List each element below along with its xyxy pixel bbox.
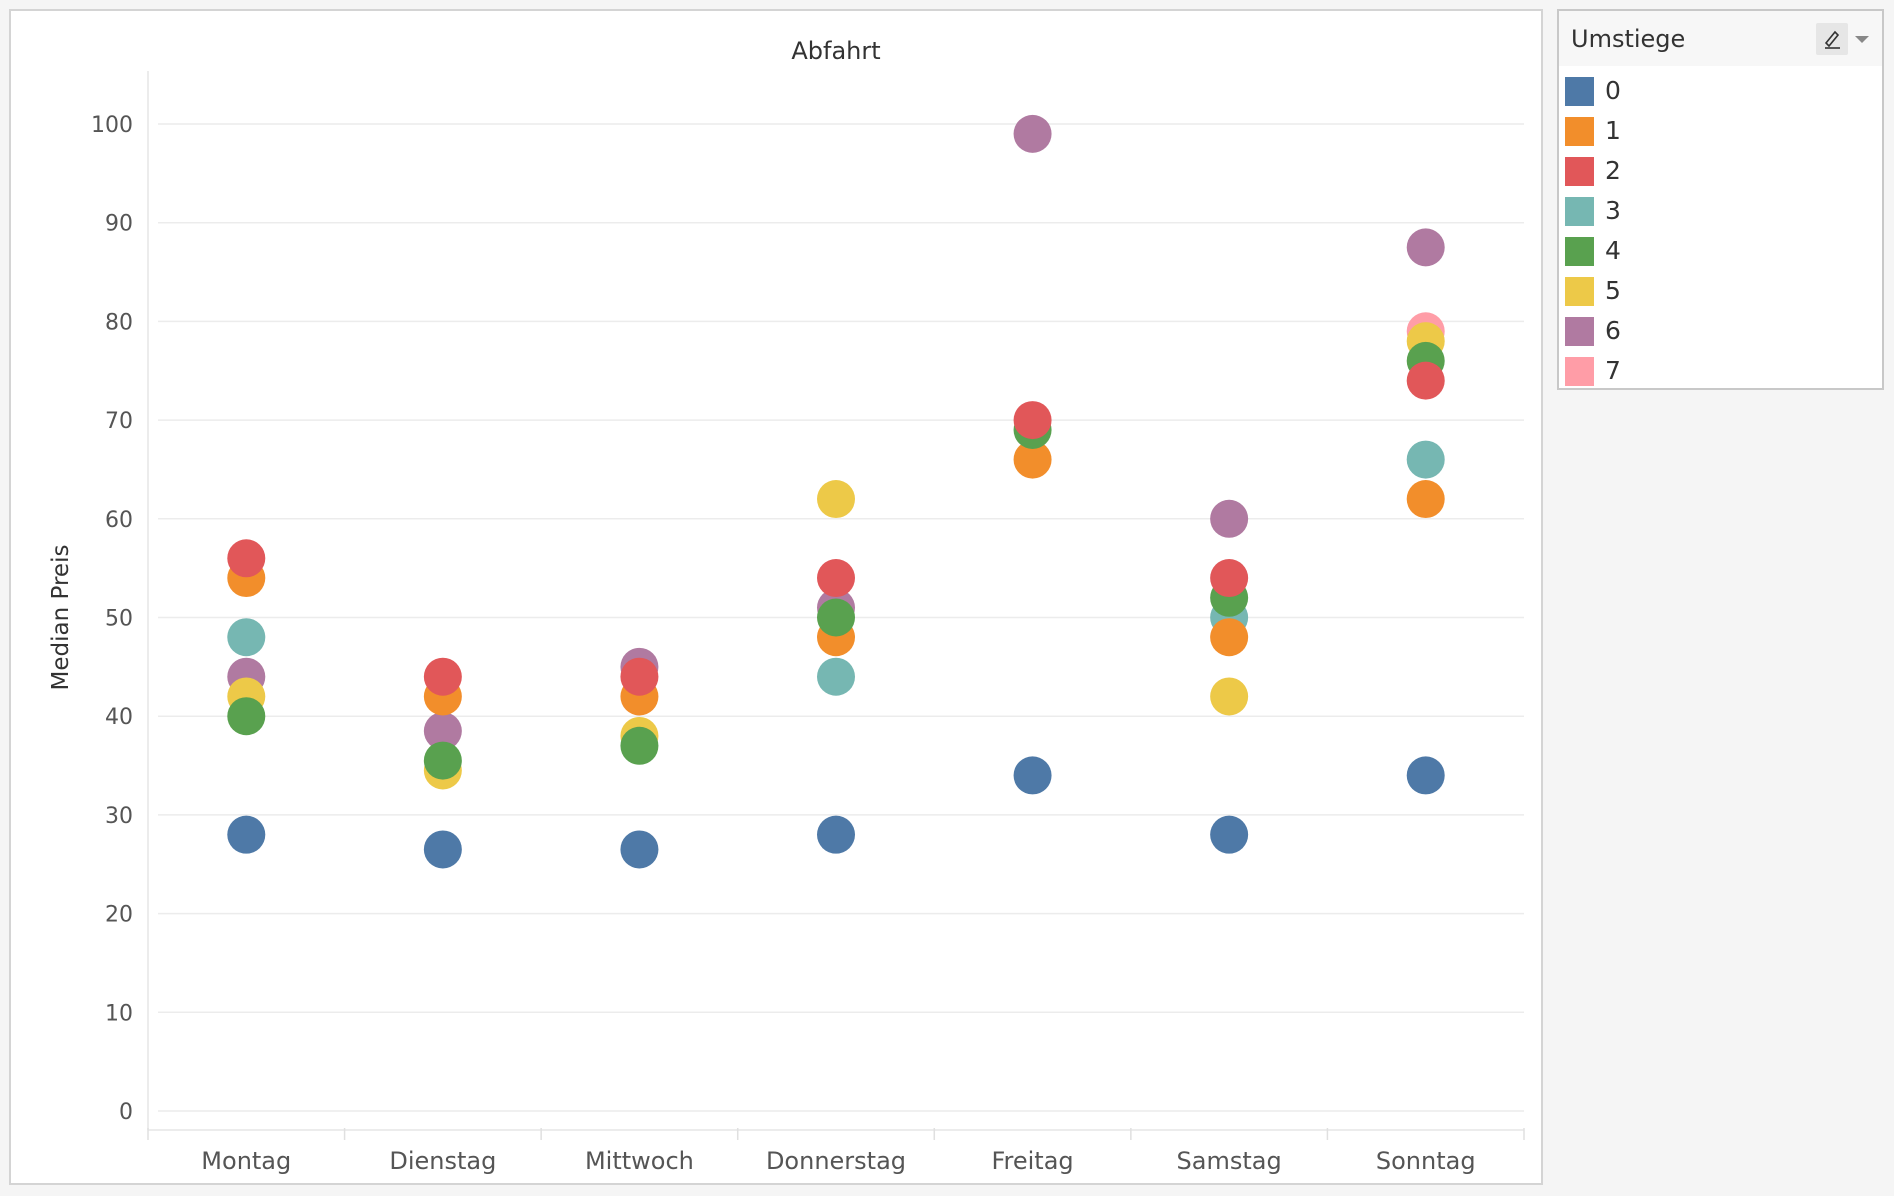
data-point[interactable] [227,697,266,736]
y-tick-label: 80 [105,310,133,335]
y-tick-label: 90 [105,212,133,237]
legend-item[interactable]: 5 [1559,273,1882,313]
data-point[interactable] [620,830,659,869]
data-point[interactable] [620,726,659,765]
y-tick-label: 60 [105,508,133,533]
legend-item[interactable]: 0 [1559,73,1882,113]
data-point[interactable] [423,712,462,751]
legend-item[interactable]: 1 [1559,113,1882,153]
data-point[interactable] [817,480,855,519]
legend-item[interactable]: 4 [1559,233,1882,273]
scatter-chart: Abfahrt Median Preis 0 10 20 30 40 50 60 70 80 90 10… [48,37,1525,1175]
y-tick-label: 100 [91,113,133,138]
data-point[interactable] [1013,756,1052,795]
data-point[interactable] [423,830,462,869]
y-tick-label: 10 [105,1001,133,1026]
legend-swatch [1565,237,1594,266]
legend-label: 1 [1605,116,1621,145]
legend-items: 0 1 2 3 4 5 6 7 [1559,73,1882,393]
x-tick-label: Mittwoch [585,1147,694,1175]
legend-label: 6 [1605,316,1621,345]
legend-label: 5 [1605,276,1621,305]
legend-swatch [1565,317,1594,346]
chart-title: Abfahrt [791,37,880,65]
legend-swatch [1565,117,1594,146]
legend-label: 7 [1605,356,1621,385]
legend-header: Umstiege [1559,11,1882,66]
legend-item[interactable]: 7 [1559,353,1882,393]
chart-panel: Abfahrt Median Preis 0 10 20 30 40 50 60 70 80 90 10… [9,9,1543,1185]
x-tick-label: Freitag [991,1147,1073,1175]
legend-label: 0 [1605,76,1621,105]
legend-swatch [1565,77,1594,106]
data-point[interactable] [1210,815,1249,854]
data-point[interactable] [1406,361,1445,400]
y-tick-label: 20 [105,903,133,928]
data-point[interactable] [1210,677,1249,716]
data-point[interactable] [1406,440,1445,479]
legend-item[interactable]: 6 [1559,313,1882,353]
data-point[interactable] [1210,559,1249,598]
data-point[interactable] [817,815,855,854]
data-point[interactable] [227,618,266,657]
data-point[interactable] [817,559,855,598]
legend-swatch [1565,157,1594,186]
data-point[interactable] [227,539,266,578]
data-point[interactable] [1406,480,1445,519]
data-point[interactable] [1013,114,1052,153]
data-point[interactable] [1013,440,1052,479]
data-point[interactable] [817,657,855,696]
legend-label: 2 [1605,156,1621,185]
x-tick-label: Donnerstag [766,1147,906,1175]
data-point[interactable] [1210,499,1249,538]
y-axis-label: Median Preis [48,545,74,691]
y-tick-label: 70 [105,409,133,434]
data-point[interactable] [620,657,659,696]
legend-item[interactable]: 3 [1559,193,1882,233]
legend-swatch [1565,197,1594,226]
y-tick-label: 30 [105,804,133,829]
chevron-down-icon[interactable] [1855,36,1869,43]
legend-label: 4 [1605,236,1621,265]
legend-swatch [1565,277,1594,306]
highlight-pen-icon[interactable] [1816,23,1848,55]
data-point[interactable] [423,741,462,780]
data-point[interactable] [1210,618,1249,657]
x-tick-label: Samstag [1177,1147,1282,1175]
x-tick-label: Dienstag [389,1147,496,1175]
data-point[interactable] [227,815,266,854]
data-point[interactable] [1406,756,1445,795]
legend-label: 3 [1605,196,1621,225]
y-tick-label: 0 [119,1100,133,1125]
data-point[interactable] [423,657,462,696]
legend-swatch [1565,357,1594,386]
data-point[interactable] [1406,228,1445,267]
data-point[interactable] [1013,401,1052,440]
legend-panel: Umstiege 0 1 2 3 4 5 6 7 [1557,9,1884,390]
legend-item[interactable]: 2 [1559,153,1882,193]
data-point[interactable] [817,598,855,637]
y-tick-label: 50 [105,607,133,632]
x-tick-label: Sonntag [1376,1147,1476,1175]
x-tick-label: Montag [201,1147,291,1175]
legend-title: Umstiege [1571,25,1686,53]
y-tick-label: 40 [105,705,133,730]
